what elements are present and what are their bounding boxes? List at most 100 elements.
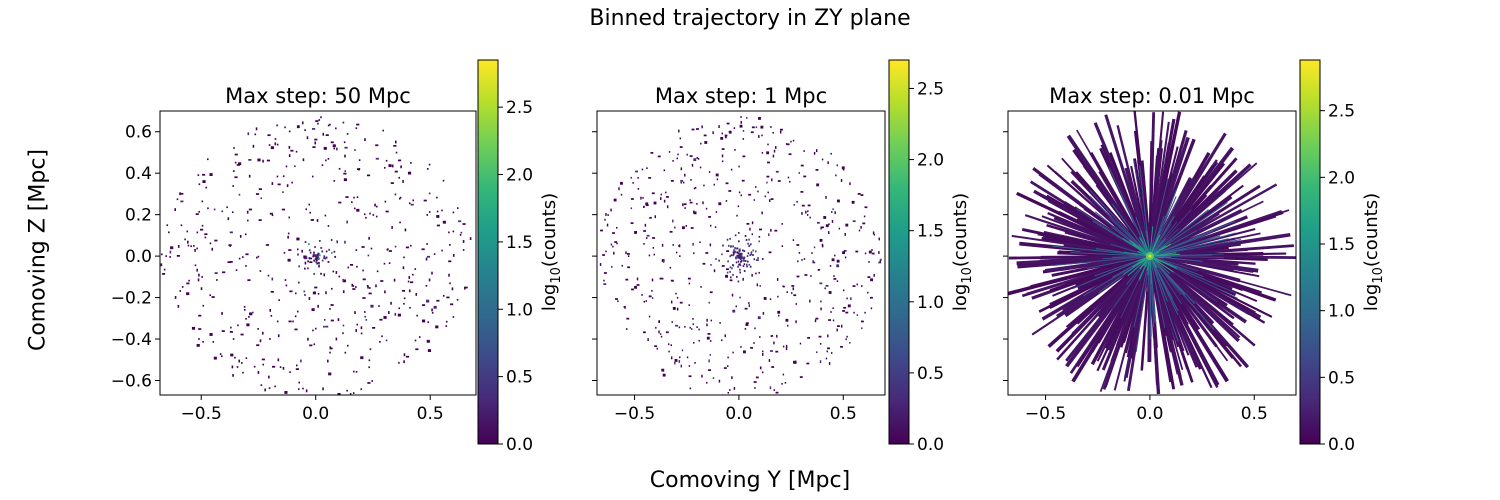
- heatmap-cell: [302, 387, 304, 390]
- colorbar-tick-label: 0.5: [1328, 368, 1355, 388]
- heatmap-cell: [738, 232, 740, 234]
- heatmap-cell: [793, 362, 797, 364]
- heatmap-cell: [679, 137, 681, 140]
- heatmap-cell: [643, 230, 647, 232]
- heatmap-cell: [730, 168, 733, 171]
- heatmap-ray: [1099, 255, 1151, 393]
- heatmap-cell: [375, 284, 377, 288]
- heatmap-cell: [188, 279, 190, 282]
- heatmap-cell: [213, 208, 216, 211]
- heatmap-cell: [260, 384, 263, 387]
- heatmap-cell: [746, 265, 748, 268]
- heatmap-cell: [668, 350, 670, 353]
- heatmap-cell: [356, 196, 359, 199]
- heatmap-cell: [709, 340, 712, 342]
- heatmap-cell: [258, 188, 262, 191]
- heatmap-cell: [828, 223, 830, 226]
- heatmap-cell: [426, 167, 429, 170]
- heatmap-cell: [315, 254, 318, 257]
- heatmap-cell: [738, 249, 741, 252]
- heatmap-cell: [356, 208, 360, 212]
- heatmap-cell: [670, 344, 672, 347]
- heatmap-cell: [870, 307, 873, 310]
- heatmap-cell: [686, 356, 689, 359]
- heatmap-cell: [229, 261, 233, 263]
- heatmap-ray: [1149, 211, 1207, 257]
- heatmap-cell: [403, 353, 406, 357]
- heatmap-cell: [304, 261, 307, 265]
- heatmap-cell: [731, 293, 734, 297]
- heatmap-cell: [730, 276, 732, 279]
- heatmap-cell: [227, 217, 230, 221]
- heatmap-cell: [766, 151, 770, 155]
- heatmap-cell: [369, 287, 371, 289]
- heatmap-cell: [391, 164, 394, 168]
- heatmap-cell: [753, 381, 757, 383]
- heatmap-cell: [743, 270, 746, 272]
- heatmap-cell: [753, 199, 756, 201]
- heatmap-cell: [374, 203, 376, 207]
- heatmap-cell: [311, 308, 315, 312]
- heatmap-cell: [287, 232, 290, 235]
- heatmap-cell: [245, 265, 247, 267]
- heatmap-cell: [731, 376, 733, 380]
- heatmap-cell: [651, 297, 654, 299]
- heatmap-cell: [745, 263, 748, 266]
- heatmap-cell: [303, 290, 306, 293]
- heatmap-cell: [409, 306, 411, 309]
- heatmap-ray: [1133, 160, 1151, 257]
- heatmap-cell: [270, 146, 274, 150]
- colorbar-tick-label: 2.5: [917, 79, 944, 99]
- heatmap-cell: [702, 262, 706, 265]
- heatmap-cell: [682, 181, 685, 184]
- heatmap-cell: [390, 301, 392, 305]
- heatmap-cell: [718, 125, 720, 129]
- heatmap-cell: [855, 250, 859, 253]
- heatmap-cell: [416, 314, 418, 317]
- heatmap-cell: [868, 250, 872, 254]
- heatmap-cell: [376, 205, 378, 208]
- heatmap-cell: [642, 196, 644, 199]
- heatmap-cell: [740, 346, 742, 348]
- heatmap-cell: [367, 382, 371, 384]
- heatmap-cell: [779, 128, 783, 131]
- heatmap-cell: [707, 333, 711, 335]
- heatmap-cell: [308, 257, 311, 260]
- heatmap-cell: [825, 357, 828, 360]
- heatmap-cell: [298, 265, 301, 268]
- heatmap-cell: [756, 283, 759, 287]
- heatmap-cell: [771, 335, 774, 337]
- heatmap-cell: [739, 271, 741, 274]
- heatmap-cell: [426, 243, 428, 245]
- heatmap-cell: [333, 250, 336, 253]
- heatmap-cell: [742, 277, 744, 281]
- heatmap-cell: [311, 175, 314, 178]
- heatmap-cell: [383, 262, 386, 265]
- heatmap-cell: [792, 139, 795, 142]
- heatmap-cell: [772, 154, 775, 158]
- heatmap-cell: [261, 358, 265, 361]
- heatmap-cell: [602, 254, 606, 256]
- heatmap-cell: [742, 138, 745, 140]
- heatmap-cell: [160, 263, 163, 267]
- heatmap-cell: [720, 339, 723, 342]
- heatmap-cell: [344, 170, 347, 172]
- heatmap-cell: [726, 122, 730, 125]
- heatmap-cell: [761, 371, 764, 374]
- heatmap-cell: [428, 192, 431, 195]
- heatmap-cell: [738, 165, 740, 168]
- heatmap-cell: [333, 180, 336, 182]
- heatmap-cell: [647, 338, 649, 341]
- heatmap-cell: [655, 326, 657, 329]
- heatmap-cell: [770, 228, 772, 232]
- heatmap-ray: [1149, 232, 1291, 258]
- heatmap-cell: [754, 387, 756, 389]
- y-tick-label: 0.2: [125, 206, 152, 226]
- heatmap-cell: [351, 201, 353, 203]
- heatmap-cell: [342, 278, 344, 282]
- heatmap-cell: [770, 335, 773, 337]
- heatmap-cell: [360, 356, 364, 360]
- heatmap-cell: [880, 258, 882, 261]
- heatmap-cell: [744, 307, 748, 310]
- heatmap-cell: [762, 353, 764, 356]
